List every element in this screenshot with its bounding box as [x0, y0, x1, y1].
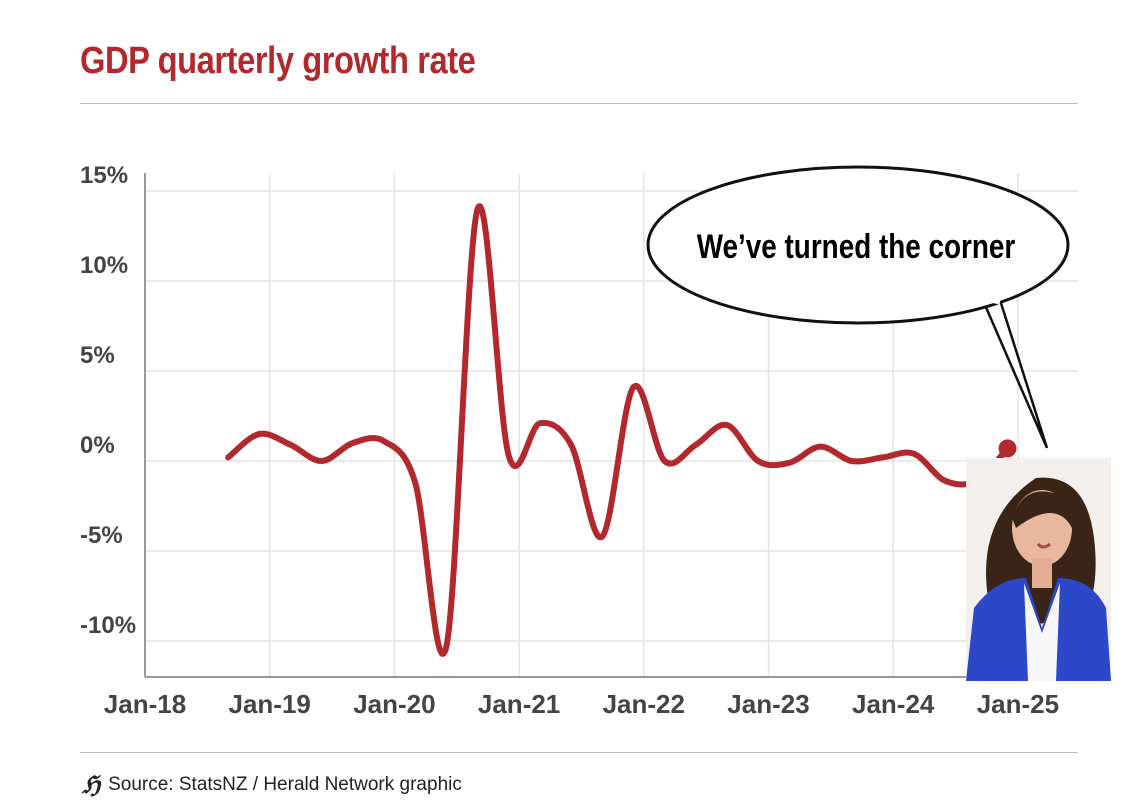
speech-bubble-text: We’ve turned the corner [697, 227, 1016, 265]
y-tick-label: -10% [80, 612, 136, 639]
gdp-growth-line [225, 203, 1011, 657]
y-tick-label: 5% [80, 342, 115, 369]
y-tick-label: 10% [80, 252, 128, 279]
source-line: ℌ Source: StatsNZ / Herald Network graph… [82, 770, 462, 799]
latest-data-point-marker [998, 439, 1017, 458]
chart-title: GDP quarterly growth rate [80, 40, 476, 82]
x-tick-label: Jan-24 [852, 689, 935, 719]
x-tick-label: Jan-25 [977, 689, 1059, 719]
x-tick-label: Jan-23 [727, 689, 809, 719]
footer-divider [80, 752, 1078, 753]
x-tick-label: Jan-22 [603, 689, 685, 719]
y-tick-label: 15% [80, 162, 128, 189]
x-tick-label: Jan-18 [104, 689, 186, 719]
title-divider [80, 103, 1078, 104]
x-tick-label: Jan-19 [229, 689, 311, 719]
x-tick-label: Jan-21 [478, 689, 560, 719]
x-tick-label: Jan-20 [353, 689, 435, 719]
speech-bubble: We’ve turned the corner [646, 165, 1070, 449]
y-tick-label: -5% [80, 522, 123, 549]
y-tick-label: 0% [80, 432, 115, 459]
source-text: Source: StatsNZ / Herald Network graphic [108, 773, 462, 795]
herald-logo: ℌ [82, 770, 101, 799]
person-photo [966, 458, 1111, 681]
